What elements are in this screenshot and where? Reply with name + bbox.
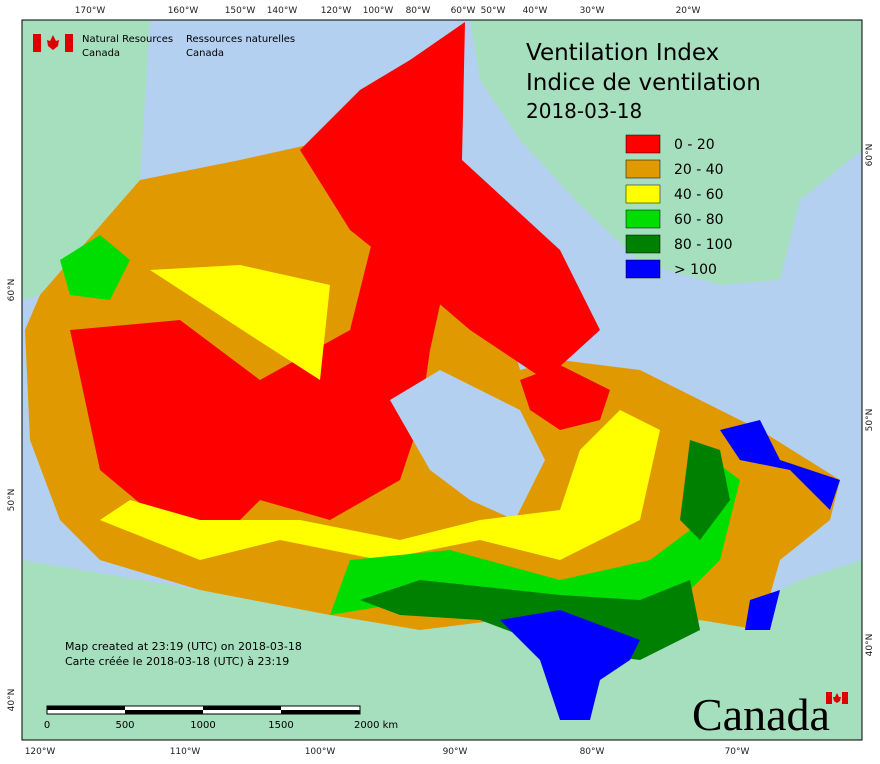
wordmark-flag xyxy=(826,692,848,704)
map-area xyxy=(22,20,862,740)
agency-fr: Canada xyxy=(186,48,224,59)
legend-swatch xyxy=(625,259,661,279)
legend-label: 40 - 60 xyxy=(674,187,724,203)
scale-bar-seg xyxy=(203,706,281,710)
scale-bar-label: 500 xyxy=(115,720,134,731)
scale-bar-label: 0 xyxy=(44,720,50,731)
scale-bar-label: 1500 xyxy=(268,720,293,731)
bottom-axis-label: 70°W xyxy=(725,747,750,757)
map-frame xyxy=(21,19,863,741)
title: Indice de ventilation xyxy=(526,70,761,96)
note: Carte créée le 2018-03-18 (UTC) à 23:19 xyxy=(65,655,289,668)
top-axis-label: 120°W xyxy=(321,6,352,16)
bottom-axis-label: 120°W xyxy=(25,747,56,757)
zone-red-arctic xyxy=(300,22,600,380)
alaska xyxy=(22,20,150,300)
top-axis-label: 40°W xyxy=(523,6,548,16)
legend-label: 60 - 80 xyxy=(674,212,724,228)
scale-bar-seg xyxy=(125,710,203,714)
top-axis-label: 170°W xyxy=(75,6,106,16)
left-axis-label: 50°N xyxy=(7,489,17,512)
top-axis-label: 30°W xyxy=(580,6,605,16)
scale-bar-seg xyxy=(281,710,360,714)
bottom-axis-label: 110°W xyxy=(170,747,201,757)
title: Ventilation Index xyxy=(526,40,719,66)
zone-yellow-south xyxy=(100,410,660,560)
top-axis-label: 60°W xyxy=(451,6,476,16)
usa xyxy=(22,560,862,740)
legend-label: 20 - 40 xyxy=(674,162,724,178)
zone-light-green-yukon xyxy=(60,235,130,300)
texts: Natural Resources Ressources naturelles Ca… xyxy=(7,6,875,757)
right-axis-label: 60°N xyxy=(865,144,875,167)
hudson-bay xyxy=(390,370,545,520)
agency-fr: Ressources naturelles xyxy=(186,34,295,45)
agency-en: Canada xyxy=(82,48,120,59)
bottom-axis-label: 90°W xyxy=(443,747,468,757)
zone-red-central xyxy=(70,210,450,560)
top-axis-label: 150°W xyxy=(225,6,256,16)
zone-blue-newfoundland xyxy=(745,590,780,630)
legend-label: 0 - 20 xyxy=(674,137,715,153)
top-axis-label: 100°W xyxy=(363,6,394,16)
zone-yellow-north xyxy=(150,265,330,380)
zone-light-green xyxy=(330,450,740,615)
legend-swatch xyxy=(625,234,661,254)
scale-bar xyxy=(46,705,361,715)
scale-bar-label: 1000 xyxy=(190,720,215,731)
bottom-axis-label: 80°W xyxy=(580,747,605,757)
legend-swatch xyxy=(625,209,661,229)
left-axis-label: 60°N xyxy=(7,279,17,302)
zone-dark-green-east xyxy=(680,440,730,540)
nrcan-logo xyxy=(33,34,73,52)
right-axis-label: 40°N xyxy=(865,634,875,657)
left-axis-label: 40°N xyxy=(7,689,17,712)
bottom-axis-label: 100°W xyxy=(305,747,336,757)
legend-label: 80 - 100 xyxy=(674,237,733,253)
maple-leaf xyxy=(47,35,59,50)
scale-bar-label: 2000 km xyxy=(354,720,398,731)
zone-blue-east xyxy=(720,420,840,510)
top-axis-label: 160°W xyxy=(168,6,199,16)
scale-bar-seg xyxy=(47,706,125,710)
flag-bar xyxy=(65,34,73,52)
wordmark: Canada xyxy=(692,689,830,740)
agency-en: Natural Resources xyxy=(82,34,173,45)
date: 2018-03-18 xyxy=(526,99,642,123)
legend-swatch xyxy=(625,184,661,204)
top-axis-label: 140°W xyxy=(267,6,298,16)
zone-red-quebec xyxy=(520,365,610,430)
greenland xyxy=(470,20,862,285)
flag-bar xyxy=(33,34,41,52)
top-axis-label: 20°W xyxy=(676,6,701,16)
flag-bar xyxy=(826,692,832,704)
right-axis-label: 50°N xyxy=(865,409,875,432)
flag-bar xyxy=(842,692,848,704)
top-axis-label: 50°W xyxy=(481,6,506,16)
zone-blue-south xyxy=(500,610,640,720)
note: Map created at 23:19 (UTC) on 2018-03-18 xyxy=(65,640,302,653)
legend-swatch xyxy=(625,159,661,179)
legend-swatch xyxy=(625,134,661,154)
maple-leaf xyxy=(833,693,841,703)
top-axis-label: 80°W xyxy=(406,6,431,16)
legend-label: > 100 xyxy=(674,262,717,278)
